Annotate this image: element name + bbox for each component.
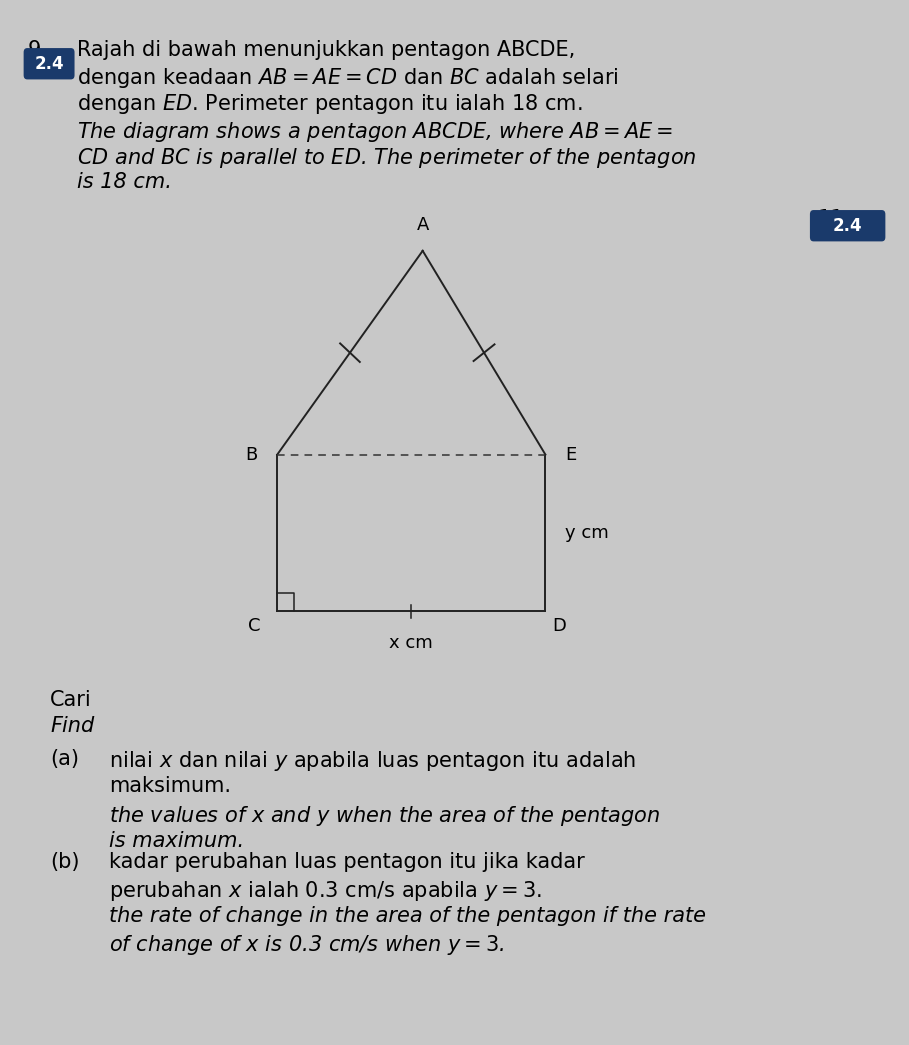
Text: maksimum.: maksimum.	[109, 776, 231, 796]
FancyBboxPatch shape	[810, 210, 885, 241]
Text: x cm: x cm	[389, 634, 434, 652]
Text: dengan keadaan $AB = AE = CD$ dan $BC$ adalah selari: dengan keadaan $AB = AE = CD$ dan $BC$ a…	[77, 66, 619, 90]
Text: Cari: Cari	[50, 690, 92, 710]
Text: A: A	[416, 216, 429, 234]
Text: 11.: 11.	[818, 209, 851, 229]
Text: nilai $x$ dan nilai $y$ apabila luas pentagon itu adalah: nilai $x$ dan nilai $y$ apabila luas pen…	[109, 749, 636, 773]
Text: E: E	[565, 445, 576, 464]
Text: $CD$ and $BC$ is parallel to $ED$. The perimeter of the pentagon: $CD$ and $BC$ is parallel to $ED$. The p…	[77, 146, 697, 170]
Text: B: B	[245, 445, 257, 464]
Text: The diagram shows a pentagon ABCDE, where $AB = AE =$: The diagram shows a pentagon ABCDE, wher…	[77, 120, 674, 144]
Text: 2.4: 2.4	[833, 216, 862, 235]
FancyBboxPatch shape	[24, 48, 75, 79]
Text: y cm: y cm	[565, 524, 609, 542]
Text: dengan $ED$. Perimeter pentagon itu ialah 18 cm.: dengan $ED$. Perimeter pentagon itu iala…	[77, 92, 583, 116]
Text: the values of $x$ and $y$ when the area of the pentagon: the values of $x$ and $y$ when the area …	[109, 804, 661, 828]
Text: Rajah di bawah menunjukkan pentagon ABCDE,: Rajah di bawah menunjukkan pentagon ABCD…	[77, 40, 575, 60]
Text: is 18 cm.: is 18 cm.	[77, 172, 172, 192]
Text: Find: Find	[50, 716, 95, 736]
Text: 9.: 9.	[27, 40, 47, 60]
Text: (b): (b)	[50, 852, 79, 872]
Text: is maximum.: is maximum.	[109, 831, 245, 851]
Text: perubahan $x$ ialah 0.3 cm/s apabila $y = 3$.: perubahan $x$ ialah 0.3 cm/s apabila $y …	[109, 879, 542, 903]
Text: D: D	[553, 617, 566, 634]
Text: the rate of change in the area of the pentagon if the rate: the rate of change in the area of the pe…	[109, 906, 706, 926]
Text: (a): (a)	[50, 749, 79, 769]
Text: C: C	[248, 617, 261, 634]
Text: of change of $x$ is 0.3 cm/s when $y = 3$.: of change of $x$ is 0.3 cm/s when $y = 3…	[109, 933, 504, 957]
Text: 2.4: 2.4	[35, 54, 64, 73]
Text: kadar perubahan luas pentagon itu jika kadar: kadar perubahan luas pentagon itu jika k…	[109, 852, 584, 872]
